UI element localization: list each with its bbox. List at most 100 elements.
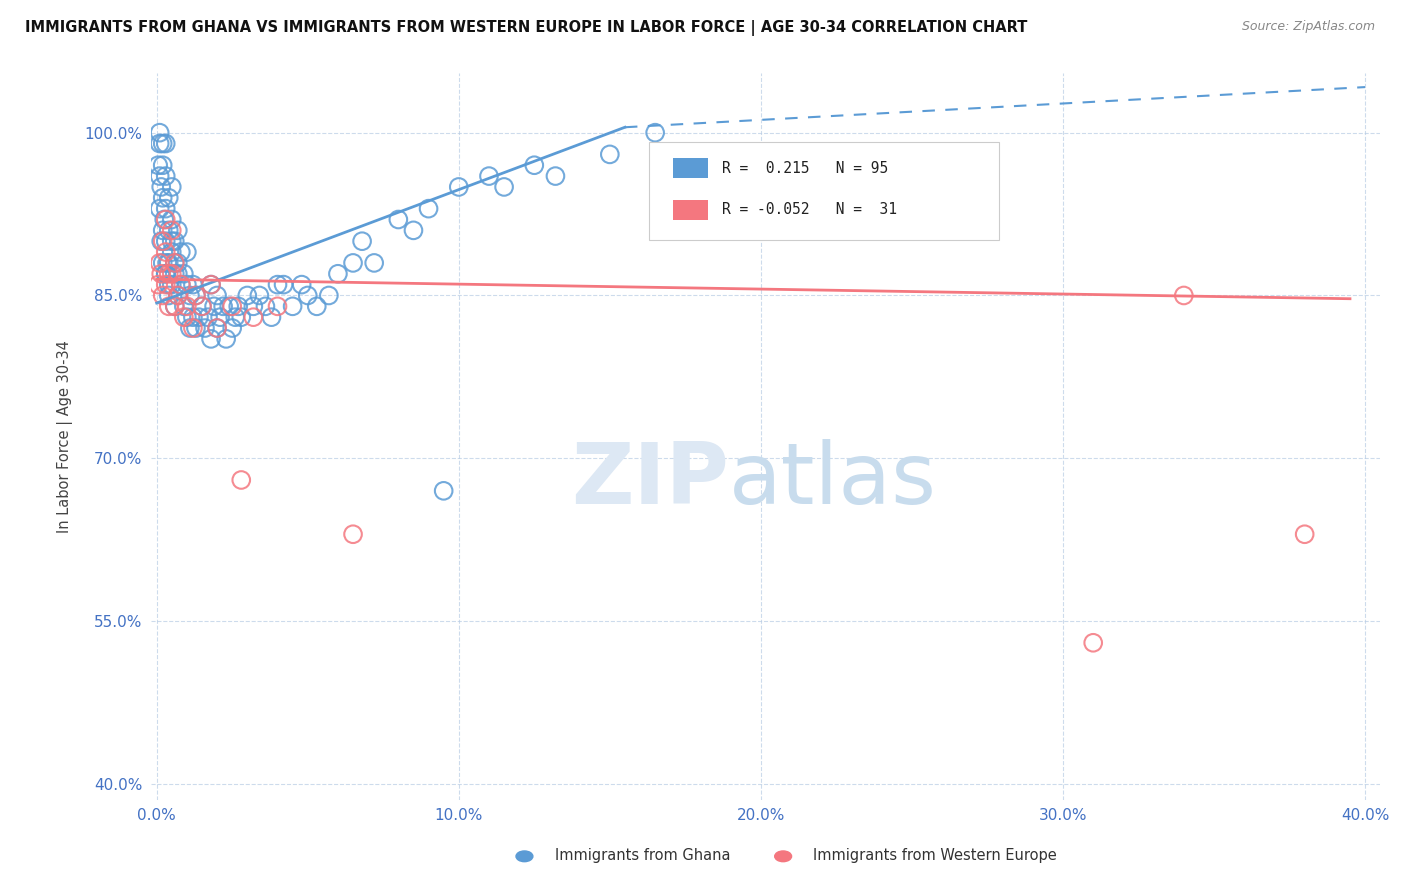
Point bbox=[152, 288, 174, 302]
Point bbox=[181, 310, 204, 325]
Point bbox=[157, 267, 180, 281]
Point bbox=[305, 299, 328, 313]
Point bbox=[224, 310, 246, 325]
Point bbox=[160, 223, 183, 237]
Point bbox=[166, 256, 188, 270]
Point bbox=[197, 310, 219, 325]
Point bbox=[209, 310, 232, 325]
Text: Immigrants from Ghana: Immigrants from Ghana bbox=[555, 848, 731, 863]
Point bbox=[318, 288, 340, 302]
Point bbox=[231, 310, 253, 325]
Point bbox=[200, 277, 222, 292]
Point bbox=[266, 299, 288, 313]
Point bbox=[163, 234, 186, 248]
Text: Source: ZipAtlas.com: Source: ZipAtlas.com bbox=[1241, 20, 1375, 33]
Point bbox=[149, 126, 172, 140]
Point bbox=[387, 212, 409, 227]
Point bbox=[160, 245, 183, 260]
Point bbox=[418, 202, 440, 216]
Point bbox=[166, 288, 188, 302]
Point bbox=[157, 256, 180, 270]
Point bbox=[173, 310, 195, 325]
Point bbox=[156, 256, 179, 270]
Point bbox=[160, 267, 183, 281]
Point bbox=[153, 212, 176, 227]
Point bbox=[160, 180, 183, 194]
FancyBboxPatch shape bbox=[673, 200, 707, 219]
Point bbox=[342, 256, 364, 270]
Point bbox=[155, 212, 177, 227]
Text: R =  0.215   N = 95: R = 0.215 N = 95 bbox=[723, 161, 889, 176]
Point bbox=[176, 310, 198, 325]
Point bbox=[160, 212, 183, 227]
Point bbox=[363, 256, 385, 270]
Point bbox=[242, 299, 264, 313]
FancyBboxPatch shape bbox=[648, 142, 1000, 240]
Point bbox=[352, 234, 374, 248]
Point bbox=[218, 299, 240, 313]
Point bbox=[291, 277, 314, 292]
Point bbox=[157, 191, 180, 205]
Text: R = -0.052   N =  31: R = -0.052 N = 31 bbox=[723, 202, 897, 217]
Point bbox=[179, 321, 201, 335]
Point bbox=[184, 288, 207, 302]
Point bbox=[152, 256, 174, 270]
Text: IMMIGRANTS FROM GHANA VS IMMIGRANTS FROM WESTERN EUROPE IN LABOR FORCE | AGE 30-: IMMIGRANTS FROM GHANA VS IMMIGRANTS FROM… bbox=[25, 20, 1028, 36]
Point bbox=[433, 483, 456, 498]
Point bbox=[166, 223, 188, 237]
Point bbox=[150, 267, 173, 281]
Point bbox=[163, 256, 186, 270]
Point bbox=[150, 234, 173, 248]
Point bbox=[163, 267, 186, 281]
Text: atlas: atlas bbox=[728, 439, 936, 522]
Point bbox=[155, 245, 177, 260]
Point bbox=[478, 169, 501, 183]
Point bbox=[205, 321, 228, 335]
Point bbox=[200, 332, 222, 346]
Point bbox=[160, 234, 183, 248]
Point bbox=[447, 180, 470, 194]
Point bbox=[170, 277, 193, 292]
Point bbox=[184, 321, 207, 335]
Y-axis label: In Labor Force | Age 30-34: In Labor Force | Age 30-34 bbox=[58, 340, 73, 533]
Point bbox=[221, 321, 243, 335]
Point bbox=[155, 202, 177, 216]
Point bbox=[194, 321, 217, 335]
Point bbox=[1173, 288, 1195, 302]
Point bbox=[149, 136, 172, 151]
Point bbox=[215, 332, 238, 346]
Point bbox=[266, 277, 288, 292]
Point bbox=[149, 169, 172, 183]
Point bbox=[231, 473, 253, 487]
Point bbox=[148, 158, 170, 172]
Point bbox=[166, 288, 188, 302]
Point bbox=[173, 299, 195, 313]
Point bbox=[155, 277, 177, 292]
Point bbox=[170, 277, 193, 292]
Point bbox=[205, 321, 228, 335]
Point bbox=[191, 299, 214, 313]
Point bbox=[281, 299, 304, 313]
FancyBboxPatch shape bbox=[673, 158, 707, 178]
Point bbox=[155, 169, 177, 183]
Point bbox=[181, 321, 204, 335]
Point bbox=[157, 288, 180, 302]
Point bbox=[160, 277, 183, 292]
Point bbox=[152, 234, 174, 248]
Point bbox=[148, 277, 170, 292]
Point bbox=[181, 277, 204, 292]
Point bbox=[1294, 527, 1316, 541]
Point bbox=[212, 299, 235, 313]
Point bbox=[247, 288, 270, 302]
Point bbox=[599, 147, 621, 161]
Point bbox=[170, 245, 193, 260]
Point bbox=[163, 299, 186, 313]
Point bbox=[221, 299, 243, 313]
Point bbox=[176, 277, 198, 292]
Point bbox=[297, 288, 319, 302]
Point bbox=[644, 126, 666, 140]
Point bbox=[402, 223, 425, 237]
Point bbox=[226, 299, 249, 313]
Text: Immigrants from Western Europe: Immigrants from Western Europe bbox=[813, 848, 1056, 863]
Point bbox=[157, 277, 180, 292]
